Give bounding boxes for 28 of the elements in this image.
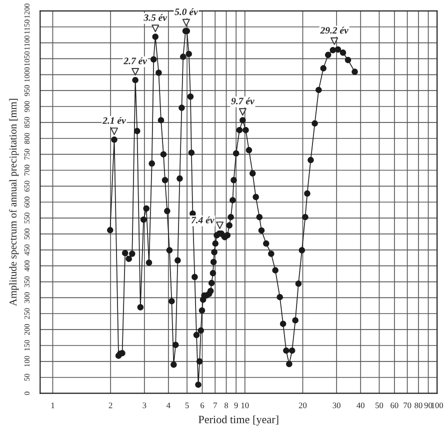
x-tick-label: 20 — [298, 402, 307, 408]
x-tick-label: 7 — [214, 402, 217, 408]
x-tick-label: 30 — [332, 402, 340, 408]
x-tick-label: 80 — [414, 402, 422, 408]
y-axis-title: Amplitude spectrum of annual precipitation [mm] — [9, 98, 19, 306]
x-tick-label: 6 — [200, 402, 204, 408]
annotation: 9.7 év — [231, 98, 254, 104]
x-tick-label: 3 — [142, 402, 146, 408]
annotation: 2.7 év — [124, 57, 148, 64]
x-tick-label: 70 — [404, 402, 412, 408]
x-tick-label: 5 — [185, 402, 189, 408]
x-tick-label: 9 — [234, 402, 238, 408]
x-tick-label: 8 — [224, 402, 228, 408]
x-tick-label: 2 — [108, 402, 112, 408]
annotation: 5.0 év — [174, 8, 198, 16]
annotation: 2.1 év — [102, 116, 126, 124]
x-tick-label: 100 — [432, 402, 444, 408]
x-tick-label: 50 — [376, 402, 384, 408]
x-tick-label: 90 — [424, 402, 432, 408]
annotation: 29.2 év — [320, 26, 348, 34]
x-tick-label: 60 — [390, 402, 398, 408]
x-tick-label: 1 — [51, 402, 54, 408]
x-tick-label: 4 — [166, 402, 170, 408]
x-tick-label: 10 — [241, 402, 249, 408]
annotation: 3.5 év — [144, 14, 168, 21]
x-axis-title: Period time [year] — [198, 415, 278, 426]
x-tick-label: 40 — [356, 402, 364, 408]
annotation: 7.4 év — [191, 216, 214, 224]
